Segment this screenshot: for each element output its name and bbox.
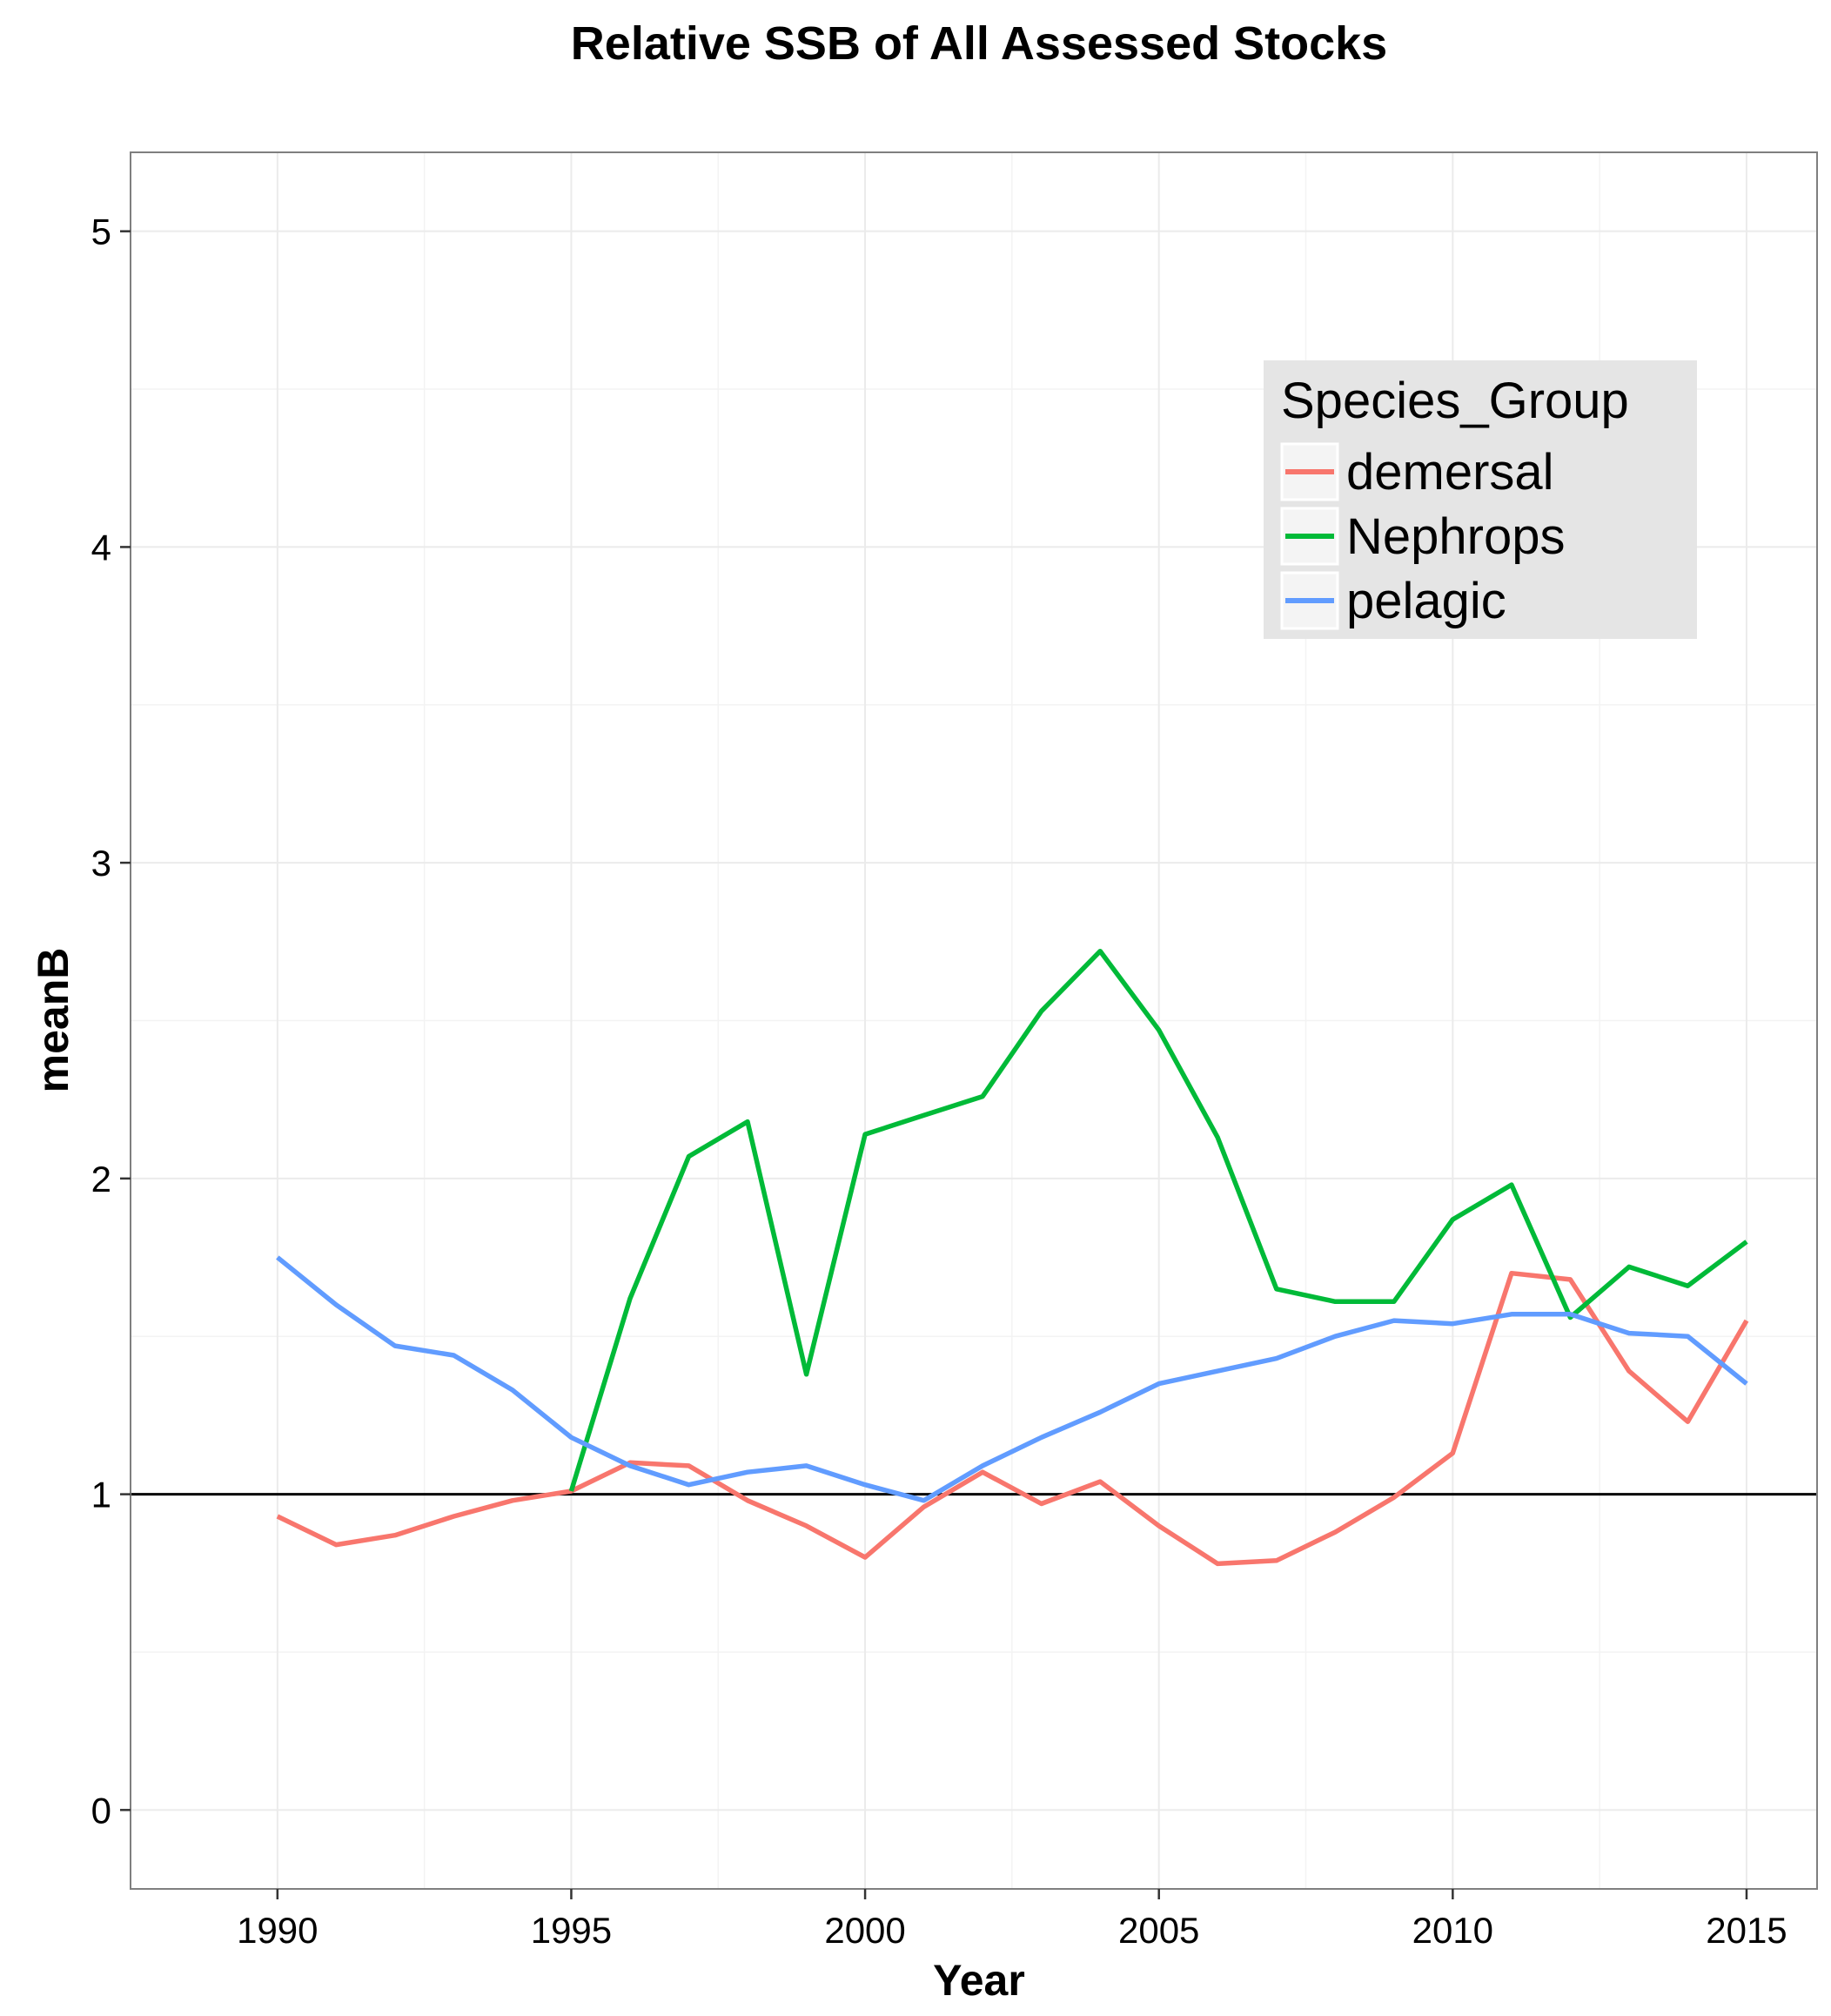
- x-tick-label: 2015: [1706, 1910, 1787, 1951]
- y-tick-label: 5: [91, 212, 111, 252]
- x-tick-label: 2000: [824, 1910, 905, 1951]
- x-tick-label: 2010: [1412, 1910, 1493, 1951]
- series-line-nephrops: [568, 948, 1748, 1492]
- x-tick-label: 1995: [531, 1910, 612, 1951]
- y-tick-label: 2: [91, 1159, 111, 1200]
- series-line-demersal: [276, 1270, 1749, 1567]
- legend-label-demersal: demersal: [1346, 444, 1554, 501]
- chart-title: Relative SSB of All Assessed Stocks: [571, 17, 1387, 70]
- legend-label-nephrops: Nephrops: [1346, 508, 1565, 565]
- y-tick-label: 0: [91, 1790, 111, 1831]
- y-axis-label: meanB: [29, 948, 77, 1093]
- legend-items: demersal Nephrops pelagic: [1280, 442, 1565, 630]
- y-tick-label: 1: [91, 1475, 111, 1515]
- y-tick-label: 3: [91, 843, 111, 884]
- x-axis-label: Year: [933, 1956, 1025, 2005]
- legend: Species_Group demersal Nephrops pelagic: [1264, 360, 1697, 639]
- panel-border: [130, 151, 1818, 1890]
- x-tick-label: 1990: [237, 1910, 318, 1951]
- series-line-pelagic: [276, 1255, 1748, 1503]
- axes: 0 1 2 3 4 5 1990 1995 2000 2005 2010 2015: [91, 151, 1818, 1951]
- x-tick-label: 2005: [1118, 1910, 1199, 1951]
- y-tick-label: 4: [91, 527, 111, 568]
- series-layer: [276, 948, 1749, 1567]
- legend-title: Species_Group: [1281, 373, 1629, 429]
- legend-label-pelagic: pelagic: [1346, 573, 1506, 629]
